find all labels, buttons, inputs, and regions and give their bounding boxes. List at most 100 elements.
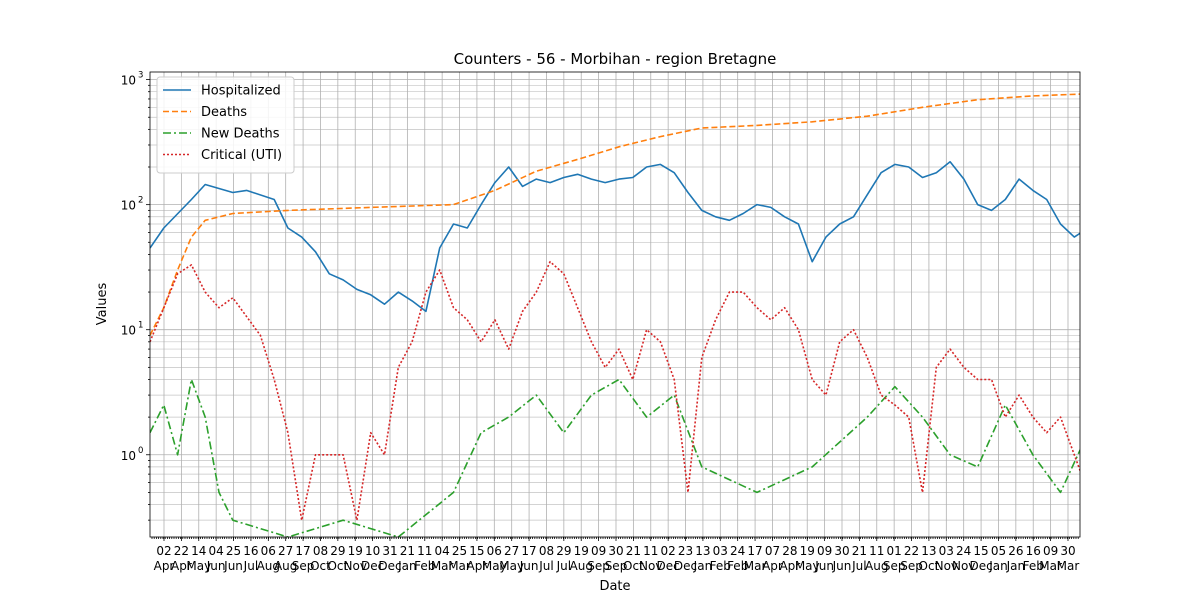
x-tick-day: 04 (435, 544, 450, 558)
x-tick-day: 15 (469, 544, 484, 558)
x-tick-month: Jun (814, 559, 834, 573)
x-tick-month: Nov (344, 559, 367, 573)
x-tick-month: Jun (223, 559, 243, 573)
x-tick-month: Jul (243, 559, 258, 573)
x-tick-day: 19 (800, 544, 815, 558)
x-tick-month: Oct (327, 559, 348, 573)
y-tick-exponent: 0 (138, 446, 143, 456)
series-layer (150, 93, 1080, 537)
x-tick-day: 04 (209, 544, 224, 558)
x-tick-month: Apr (171, 559, 192, 573)
x-tick-month: Apr (154, 559, 175, 573)
x-tick-day: 16 (1026, 544, 1041, 558)
y-tick-exponent: 1 (138, 321, 143, 331)
x-tick-month: Jun (832, 559, 852, 573)
legend-frame (156, 76, 295, 174)
x-tick-day: 03 (713, 544, 728, 558)
x-tick-month: Jul (851, 559, 866, 573)
x-tick-day: 25 (226, 544, 241, 558)
x-tick-day: 31 (382, 544, 397, 558)
plot-area-frame (149, 71, 1081, 538)
x-tick-month: Mar (448, 559, 471, 573)
x-tick-month: Aug (570, 559, 593, 573)
x-tick-month: Nov (639, 559, 662, 573)
x-tick-day: 09 (591, 544, 606, 558)
x-tick-month: Aug (865, 559, 888, 573)
x-tick-day: 24 (730, 544, 745, 558)
x-tick-day: 21 (626, 544, 641, 558)
x-tick-day: 02 (156, 544, 171, 558)
x-tick-month: Jul (538, 559, 553, 573)
chart-title: Counters - 56 - Morbihan - region Bretag… (454, 50, 777, 68)
x-tick-month: Jun (519, 559, 539, 573)
x-tick-day: 30 (834, 544, 849, 558)
x-tick-day: 17 (295, 544, 310, 558)
x-tick-month: Oct (310, 559, 331, 573)
x-tick-day: 29 (330, 544, 345, 558)
x-tick-month: Feb (710, 559, 731, 573)
x-tick-month: May (795, 559, 820, 573)
x-tick-month: Mar (744, 559, 767, 573)
y-axis-label: Values (95, 283, 110, 326)
x-tick-month: Sep (292, 559, 315, 573)
x-tick-month: Aug (274, 559, 297, 573)
x-tick-day: 13 (695, 544, 710, 558)
x-tick-month: Sep (587, 559, 610, 573)
x-tick-day: 07 (765, 544, 780, 558)
x-tick-month: Dec (361, 559, 384, 573)
x-tick-day: 05 (991, 544, 1006, 558)
x-tick-day: 03 (939, 544, 954, 558)
x-tick-day: 16 (243, 544, 258, 558)
minor-grid (150, 84, 1080, 521)
x-tick-day: 30 (1060, 544, 1075, 558)
x-tick-month: Apr (779, 559, 800, 573)
y-tick-exponent: 2 (138, 196, 143, 206)
x-tick-month: Jan (988, 559, 1008, 573)
x-tick-day: 09 (817, 544, 832, 558)
series-line-3 (150, 260, 1080, 521)
x-tick-month: Apr (467, 559, 488, 573)
legend-entry: Hospitalized (201, 84, 281, 99)
x-axis: 02Apr22Apr14May04Jun25Jun16Jul06Aug27Aug… (151, 537, 1079, 573)
x-tick-day: 27 (278, 544, 293, 558)
x-tick-month: May (186, 559, 211, 573)
x-tick-day: 27 (504, 544, 519, 558)
x-tick-month: Feb (727, 559, 748, 573)
x-tick-month: Dec (969, 559, 992, 573)
x-tick-day: 17 (521, 544, 536, 558)
x-tick-month: Aug (257, 559, 280, 573)
x-tick-day: 14 (191, 544, 206, 558)
x-tick-day: 22 (174, 544, 189, 558)
x-tick-day: 29 (556, 544, 571, 558)
x-tick-day: 26 (1008, 544, 1023, 558)
x-tick-month: Sep (605, 559, 628, 573)
x-tick-month: Jan (1006, 559, 1026, 573)
x-tick-month: Jun (206, 559, 226, 573)
x-axis-label: Date (599, 579, 630, 594)
series-line-1 (150, 93, 1080, 336)
x-tick-day: 17 (747, 544, 762, 558)
x-tick-month: Jan (693, 559, 713, 573)
x-tick-month: Dec (674, 559, 697, 573)
x-tick-day: 06 (487, 544, 502, 558)
x-tick-month: Nov (952, 559, 975, 573)
x-tick-day: 06 (261, 544, 276, 558)
x-tick-day: 01 (887, 544, 902, 558)
x-tick-day: 21 (400, 544, 415, 558)
x-tick-month: Sep (900, 559, 923, 573)
y-tick-exponent: 3 (138, 71, 143, 81)
x-tick-day: 19 (574, 544, 589, 558)
x-tick-month: Apr (762, 559, 783, 573)
x-tick-day: 21 (852, 544, 867, 558)
x-tick-day: 22 (904, 544, 919, 558)
x-tick-day: 25 (452, 544, 467, 558)
x-tick-month: May (499, 559, 524, 573)
x-tick-month: Jul (556, 559, 571, 573)
x-tick-day: 15 (973, 544, 988, 558)
x-tick-day: 11 (417, 544, 432, 558)
x-tick-day: 11 (869, 544, 884, 558)
x-tick-month: Nov (935, 559, 958, 573)
legend: Hospitalized Deaths New Deaths Critical (UT… (156, 76, 295, 174)
x-tick-month: Oct (623, 559, 644, 573)
